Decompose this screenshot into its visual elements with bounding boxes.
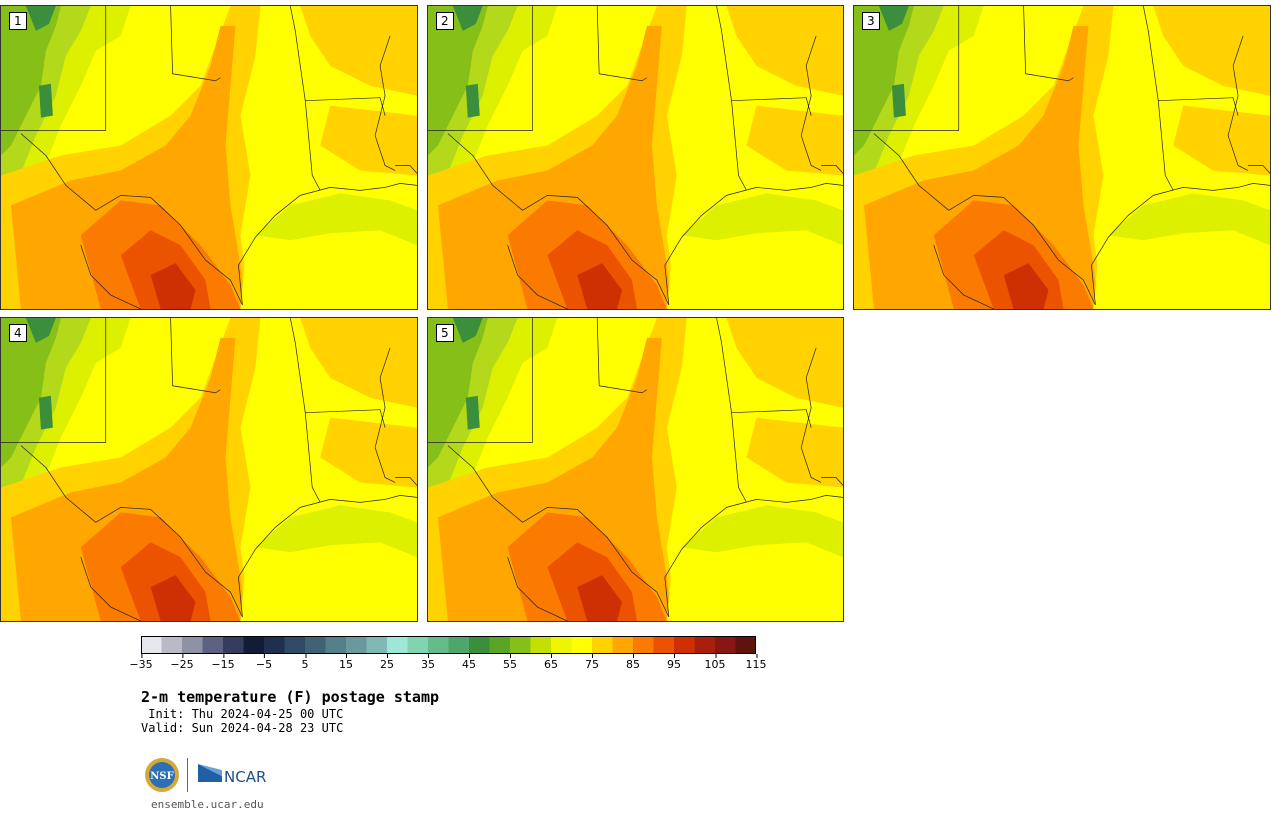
- colorbar-tick-label: −5: [256, 654, 272, 671]
- colorbar-tick-label: 75: [585, 654, 599, 671]
- panel-label: 3: [862, 12, 880, 30]
- temperature-map: [1, 6, 417, 309]
- colorbar-tick-label: 25: [380, 654, 394, 671]
- colorbar-segment: [325, 636, 347, 654]
- nsf-logo-icon: NSF: [145, 758, 179, 792]
- ensemble-member-panel-4: 4: [0, 317, 418, 622]
- panel-label: 1: [9, 12, 27, 30]
- ensemble-member-panel-1: 1: [0, 5, 418, 310]
- ensemble-member-panel-5: 5: [427, 317, 844, 622]
- svg-text:NCAR: NCAR: [224, 768, 266, 786]
- colorbar-segment: [243, 636, 265, 654]
- colorbar-tick-label: 45: [462, 654, 476, 671]
- colorbar-tick-label: 105: [705, 654, 726, 671]
- colorbar-segment: [346, 636, 367, 654]
- colorbar-segment: [592, 636, 613, 654]
- colorbar-segment: [387, 636, 408, 654]
- colorbar-segment: [489, 636, 511, 654]
- colorbar-segment: [223, 636, 244, 654]
- website-url: ensemble.ucar.edu: [151, 798, 264, 811]
- temperature-map: [428, 6, 843, 309]
- chart-title: 2-m temperature (F) postage stamp: [141, 688, 440, 706]
- colorbar-segment: [633, 636, 654, 654]
- colorbar-segment: [571, 636, 593, 654]
- colorbar-segment: [694, 636, 716, 654]
- colorbar-segment: [407, 636, 429, 654]
- colorbar-tick-label: 35: [421, 654, 435, 671]
- colorbar-segment: [612, 636, 634, 654]
- colorbar-segment: [448, 636, 470, 654]
- colorbar-segment: [141, 636, 162, 654]
- colorbar-tick-label: 115: [746, 654, 767, 671]
- colorbar-tick-label: 95: [667, 654, 681, 671]
- temperature-colorbar: [141, 636, 756, 654]
- logos: NSF NCAR: [144, 756, 284, 796]
- colorbar-tick-label: −25: [170, 654, 194, 671]
- colorbar-segment: [305, 636, 326, 654]
- colorbar-segment: [469, 636, 490, 654]
- colorbar-segment: [428, 636, 449, 654]
- ncar-logo-icon: NCAR: [198, 764, 266, 786]
- temperature-map: [1, 318, 417, 621]
- colorbar-segment: [530, 636, 552, 654]
- colorbar-segment: [551, 636, 572, 654]
- panel-label: 5: [436, 324, 454, 342]
- temperature-map: [428, 318, 843, 621]
- colorbar-segment: [161, 636, 183, 654]
- colorbar-segment: [182, 636, 203, 654]
- colorbar-tick-label: 65: [544, 654, 558, 671]
- panel-label: 4: [9, 324, 27, 342]
- colorbar-ticks: −35 −25 −15 −5 5 15 25 35 45 55 65 75 85 95 105 115: [0, 654, 1280, 674]
- colorbar-segment: [674, 636, 695, 654]
- colorbar-segment: [653, 636, 675, 654]
- colorbar-tick-label: 85: [626, 654, 640, 671]
- colorbar-tick-label: 15: [339, 654, 353, 671]
- ensemble-member-panel-3: 3: [853, 5, 1271, 310]
- colorbar-segment: [202, 636, 224, 654]
- colorbar-segment: [284, 636, 306, 654]
- colorbar-border: [141, 636, 756, 654]
- colorbar-segment: [510, 636, 531, 654]
- colorbar-segment: [366, 636, 388, 654]
- ensemble-member-panel-2: 2: [427, 5, 844, 310]
- colorbar-segment: [715, 636, 736, 654]
- temperature-map: [854, 6, 1270, 309]
- colorbar-tick-label: 5: [302, 654, 309, 671]
- svg-text:NSF: NSF: [150, 771, 173, 782]
- colorbar-tick-label: −35: [129, 654, 153, 671]
- colorbar-segment: [264, 636, 285, 654]
- valid-time: Valid: Sun 2024-04-28 23 UTC: [141, 721, 344, 735]
- init-time: Init: Thu 2024-04-25 00 UTC: [141, 707, 344, 721]
- colorbar-segment: [735, 636, 756, 654]
- colorbar-tick-label: −15: [211, 654, 235, 671]
- colorbar-tick-label: 55: [503, 654, 517, 671]
- panel-label: 2: [436, 12, 454, 30]
